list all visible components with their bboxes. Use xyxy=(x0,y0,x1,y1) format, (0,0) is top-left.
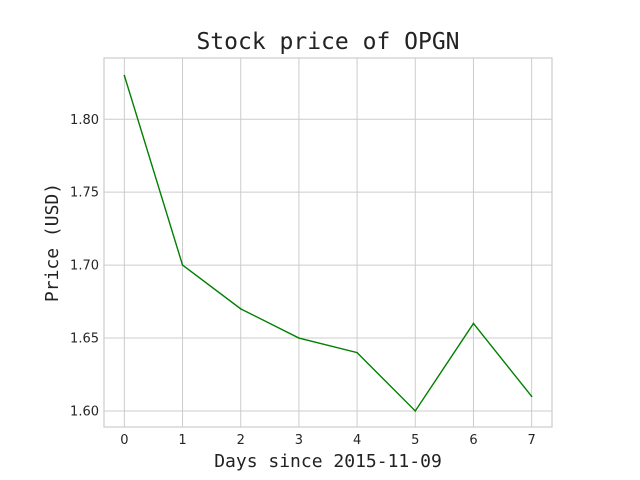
y-tick-label: 1.60 xyxy=(70,404,99,419)
data-point xyxy=(530,395,533,398)
data-point xyxy=(239,308,242,310)
x-tick-label: 7 xyxy=(527,433,535,448)
y-tick-label: 1.80 xyxy=(70,113,99,128)
y-tick-label: 1.70 xyxy=(70,259,99,274)
data-point xyxy=(123,74,126,77)
data-point xyxy=(356,351,358,354)
x-tick-label: 4 xyxy=(353,433,361,448)
plot-frame xyxy=(103,57,553,428)
chart-title: Stock price of OPGN xyxy=(196,29,459,55)
series-layer xyxy=(123,74,533,413)
x-axis-label: Days since 2015-11-09 xyxy=(214,451,442,472)
x-tick-label: 5 xyxy=(411,433,419,448)
y-tick-label: 1.75 xyxy=(70,186,99,201)
series-line xyxy=(123,75,533,413)
data-point xyxy=(181,264,184,266)
x-tick-label: 6 xyxy=(469,433,477,448)
data-point xyxy=(414,410,417,412)
data-point xyxy=(298,337,300,339)
y-axis-label: Price (USD) xyxy=(42,183,63,302)
x-tick-label: 1 xyxy=(178,433,186,448)
y-tick-label: 1.65 xyxy=(70,332,99,347)
tick-labels: 0 1 2 3 4 5 6 7 1.60 1.65 1.70 1.75 1.80 xyxy=(70,113,536,448)
data-point xyxy=(472,322,475,325)
x-tick-label: 2 xyxy=(237,433,245,448)
x-tick-label: 3 xyxy=(295,433,303,448)
grid xyxy=(104,58,552,427)
x-tick-label: 0 xyxy=(120,433,128,448)
